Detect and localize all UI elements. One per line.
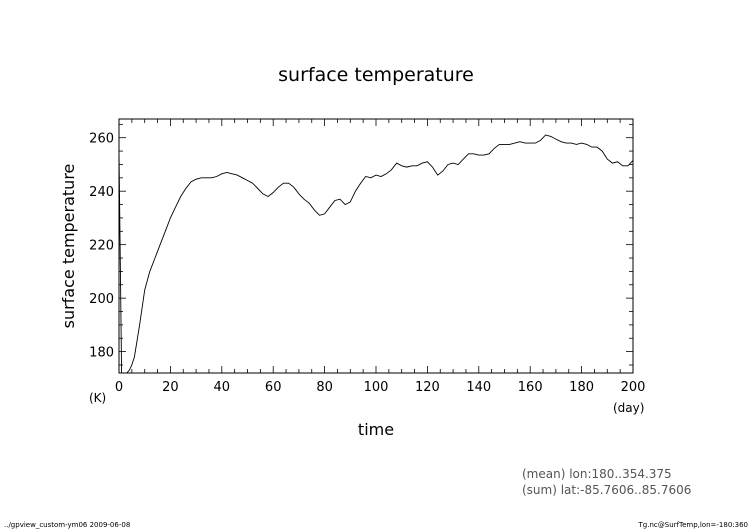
y-tick-label: 180 xyxy=(89,346,114,361)
y-tick-label: 200 xyxy=(89,292,114,307)
x-tick-label: 100 xyxy=(364,380,389,395)
x-tick-label: 140 xyxy=(466,380,491,395)
x-axis-label: time xyxy=(358,420,394,439)
y-axis-label: surface temperature xyxy=(59,164,78,329)
chart-title: surface temperature xyxy=(278,64,474,86)
mean-note: (mean) lon:180..354.375 xyxy=(522,467,672,481)
x-unit-label: (day) xyxy=(613,401,644,415)
y-axis: 180 200 220 240 260 xyxy=(89,123,633,366)
x-tick-label: 180 xyxy=(569,380,594,395)
x-tick-label: 60 xyxy=(265,380,282,395)
series-line xyxy=(118,134,634,374)
footer-left: ../gpview_custom-ym06 2009-06-08 xyxy=(4,521,131,529)
plot-frame xyxy=(118,118,634,374)
x-tick-label: 20 xyxy=(162,380,179,395)
y-unit-label: (K) xyxy=(89,391,106,405)
x-tick-label: 200 xyxy=(621,380,646,395)
x-tick-label: 120 xyxy=(415,380,440,395)
footer-right: Tg.nc@SurfTemp,lon=-180:360 xyxy=(638,521,748,529)
x-axis: 0 20 40 60 80 100 120 140 160 180 200 xyxy=(115,119,646,395)
y-tick-label: 240 xyxy=(89,185,114,200)
x-tick-label: 160 xyxy=(518,380,543,395)
x-tick-label: 40 xyxy=(214,380,231,395)
x-tick-label: 0 xyxy=(115,380,123,395)
x-tick-label: 80 xyxy=(316,380,333,395)
y-tick-label: 260 xyxy=(89,132,114,147)
sum-note: (sum) lat:-85.7606..85.7606 xyxy=(522,483,692,497)
y-tick-label: 220 xyxy=(89,239,114,254)
